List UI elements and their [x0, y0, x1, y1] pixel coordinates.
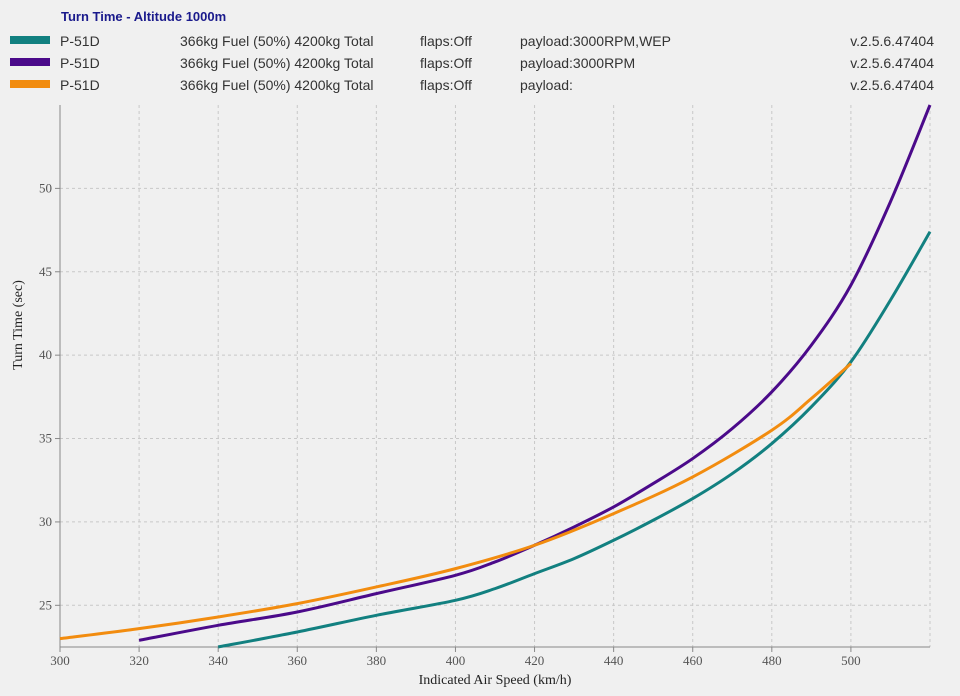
- legend-entry[interactable]: P-51D 366kg Fuel (50%) 4200kg Total flap…: [0, 32, 960, 54]
- legend-flaps: flaps:Off: [420, 77, 472, 93]
- axes: 300 320 340 360 380 400 420 440 460 480 500 25 30 35 4…: [39, 105, 930, 668]
- y-tick-label: 25: [39, 597, 52, 612]
- x-tick-label: 420: [525, 653, 545, 668]
- y-axis-label: Turn Time (sec): [11, 280, 26, 370]
- x-tick-label: 320: [129, 653, 149, 668]
- legend-aircraft: P-51D: [60, 33, 100, 49]
- legend-swatch: [10, 36, 50, 44]
- x-tick-label: 440: [604, 653, 624, 668]
- x-tick-label: 340: [208, 653, 228, 668]
- legend-fuel: 366kg Fuel (50%) 4200kg Total: [180, 33, 374, 49]
- x-tick-label: 400: [446, 653, 466, 668]
- y-tick-label: 35: [39, 431, 52, 446]
- legend-entry[interactable]: P-51D 366kg Fuel (50%) 4200kg Total flap…: [0, 54, 960, 76]
- x-tick-label: 480: [762, 653, 782, 668]
- legend-version: v.2.5.6.47404: [850, 55, 934, 71]
- legend-entry[interactable]: P-51D 366kg Fuel (50%) 4200kg Total flap…: [0, 76, 960, 98]
- x-tick-label: 500: [841, 653, 861, 668]
- series-lines: [59, 104, 932, 649]
- x-tick-label: 300: [50, 653, 70, 668]
- y-tick-label: 40: [39, 347, 52, 362]
- legend-payload: payload:3000RPM,WEP: [520, 33, 671, 49]
- legend-aircraft: P-51D: [60, 77, 100, 93]
- legend-flaps: flaps:Off: [420, 55, 472, 71]
- x-tick-label: 380: [367, 653, 387, 668]
- grid-lines: [60, 105, 931, 647]
- series-line: [138, 104, 932, 642]
- y-tick-label: 45: [39, 264, 52, 279]
- x-tick-label: 460: [683, 653, 703, 668]
- series-line: [217, 230, 932, 649]
- legend-aircraft: P-51D: [60, 55, 100, 71]
- x-axis-label: Indicated Air Speed (km/h): [419, 673, 572, 688]
- chart-title: Turn Time - Altitude 1000m: [61, 9, 227, 24]
- x-tick-label: 360: [288, 653, 308, 668]
- legend-fuel: 366kg Fuel (50%) 4200kg Total: [180, 55, 374, 71]
- y-tick-label: 50: [39, 180, 52, 195]
- legend-payload: payload:3000RPM: [520, 55, 636, 71]
- legend-swatch: [10, 58, 50, 66]
- y-tick-label: 30: [39, 514, 52, 529]
- legend-version: v.2.5.6.47404: [850, 77, 934, 93]
- legend-payload: payload:: [520, 77, 573, 93]
- legend-fuel: 366kg Fuel (50%) 4200kg Total: [180, 77, 374, 93]
- legend-swatch: [10, 80, 50, 88]
- series-line: [59, 362, 852, 641]
- legend-flaps: flaps:Off: [420, 33, 472, 49]
- legend-version: v.2.5.6.47404: [850, 33, 934, 49]
